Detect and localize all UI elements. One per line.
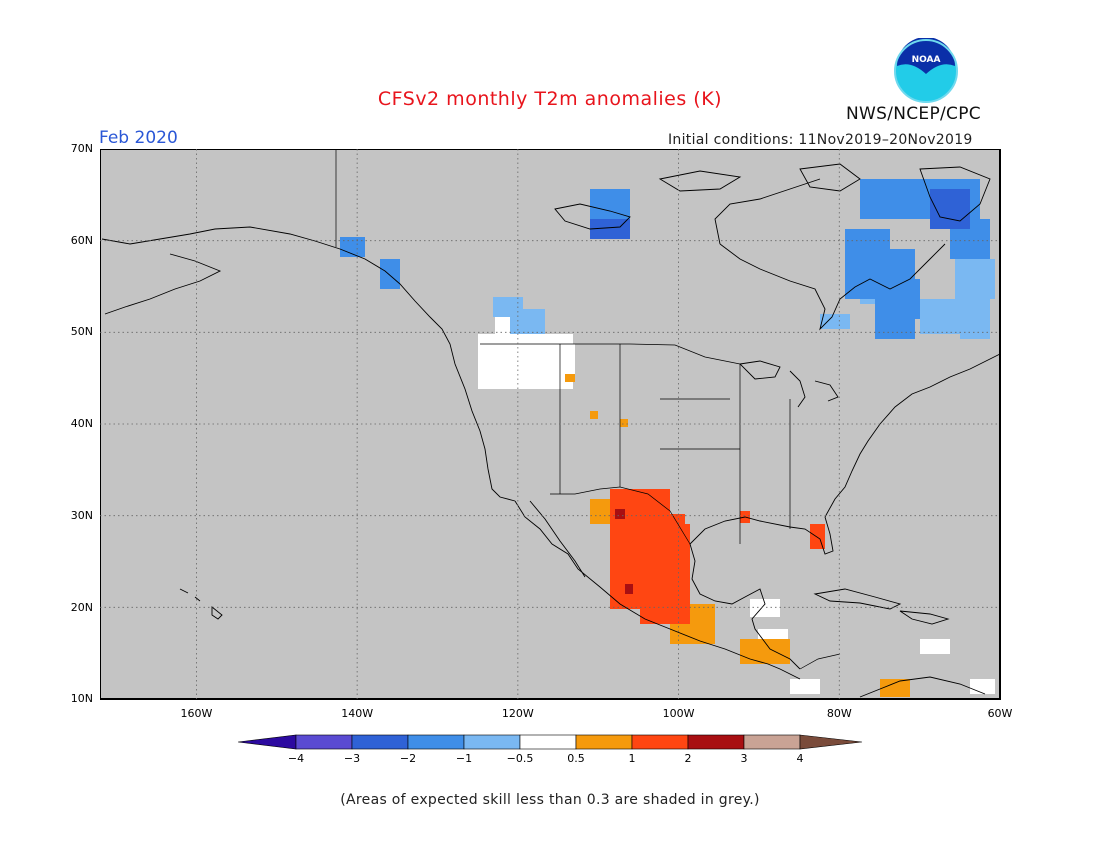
anomaly-cell xyxy=(820,314,850,329)
colorbar-segment xyxy=(463,734,521,750)
anomaly-cell xyxy=(655,514,685,554)
colorbar-tick-label: 2 xyxy=(684,752,692,765)
lat-label: 20N xyxy=(70,600,93,614)
anomaly-cell xyxy=(750,599,780,617)
colorbar-arrow-high xyxy=(799,734,863,750)
colorbar-segment xyxy=(631,734,689,750)
anomaly-cell xyxy=(340,237,365,257)
lon-label: 140W xyxy=(341,707,374,720)
anomaly-cell xyxy=(955,259,995,299)
noaa-logo: NOAA xyxy=(894,38,958,103)
colorbar-segment xyxy=(407,734,465,750)
anomaly-cell xyxy=(620,419,628,427)
logo-text: NOAA xyxy=(912,55,941,65)
anomaly-cell xyxy=(510,309,545,334)
anomaly-cell xyxy=(540,344,575,374)
colorbar-tick-label: −3 xyxy=(343,752,361,765)
agency-label: NWS/NCEP/CPC xyxy=(846,104,981,124)
anomaly-cell xyxy=(740,639,790,664)
colorbar-tick-label: 4 xyxy=(796,752,804,765)
colorbar-segment xyxy=(743,734,801,750)
anomaly-cell xyxy=(625,584,633,594)
colorbar-tick-label: 0.5 xyxy=(567,752,585,765)
lat-label: 70N xyxy=(70,142,93,155)
anomaly-cell xyxy=(890,279,920,319)
lon-label: 100W xyxy=(662,707,695,720)
anomaly-cell xyxy=(880,679,910,697)
graticule xyxy=(100,149,1000,699)
colorbar-tick-label: −1 xyxy=(455,752,473,765)
lat-label: 40N xyxy=(70,417,93,431)
lat-label: 10N xyxy=(70,692,93,706)
anomaly-cell xyxy=(615,509,625,519)
anomaly-cell xyxy=(380,259,400,289)
lon-label: 60W xyxy=(987,707,1013,720)
anomaly-cell xyxy=(970,679,995,694)
anomaly-cell xyxy=(930,189,970,229)
lon-label: 120W xyxy=(501,707,534,720)
colorbar xyxy=(238,734,863,750)
initial-conditions: Initial conditions: 11Nov2019–20Nov2019 xyxy=(668,132,973,148)
colorbar-tick-label: 1 xyxy=(628,752,636,765)
lat-label: 60N xyxy=(70,233,93,247)
anomaly-cell xyxy=(920,639,950,654)
colorbar-segment xyxy=(295,734,353,750)
colorbar-tick-label: −4 xyxy=(287,752,305,765)
colorbar-tick-label: 3 xyxy=(740,752,748,765)
anomaly-map xyxy=(100,149,1001,700)
colorbar-tick-label: −0.5 xyxy=(506,752,534,765)
coastlines xyxy=(101,163,1001,698)
lon-label: 80W xyxy=(826,707,852,720)
colorbar-tick-label: −2 xyxy=(399,752,417,765)
anomaly-cell xyxy=(590,189,630,219)
anomaly-cell xyxy=(790,679,820,694)
colorbar-segment xyxy=(351,734,409,750)
anomaly-cell xyxy=(565,374,575,382)
colorbar-segment xyxy=(575,734,633,750)
skill-note: (Areas of expected skill less than 0.3 a… xyxy=(340,792,760,808)
anomaly-cell xyxy=(810,524,825,549)
anomaly-cell xyxy=(960,319,990,339)
valid-month: Feb 2020 xyxy=(99,128,178,148)
colorbar-segment xyxy=(519,734,577,750)
map-title: CFSv2 monthly T2m anomalies (K) xyxy=(377,88,723,110)
lat-label: 30N xyxy=(70,508,93,522)
lon-label: 160W xyxy=(180,707,213,720)
colorbar-arrow-low xyxy=(238,734,297,750)
lat-label: 50N xyxy=(70,325,93,339)
anomaly-cell xyxy=(590,411,598,419)
anomaly-cell xyxy=(590,219,630,239)
political-borders xyxy=(335,149,841,670)
colorbar-segment xyxy=(687,734,745,750)
